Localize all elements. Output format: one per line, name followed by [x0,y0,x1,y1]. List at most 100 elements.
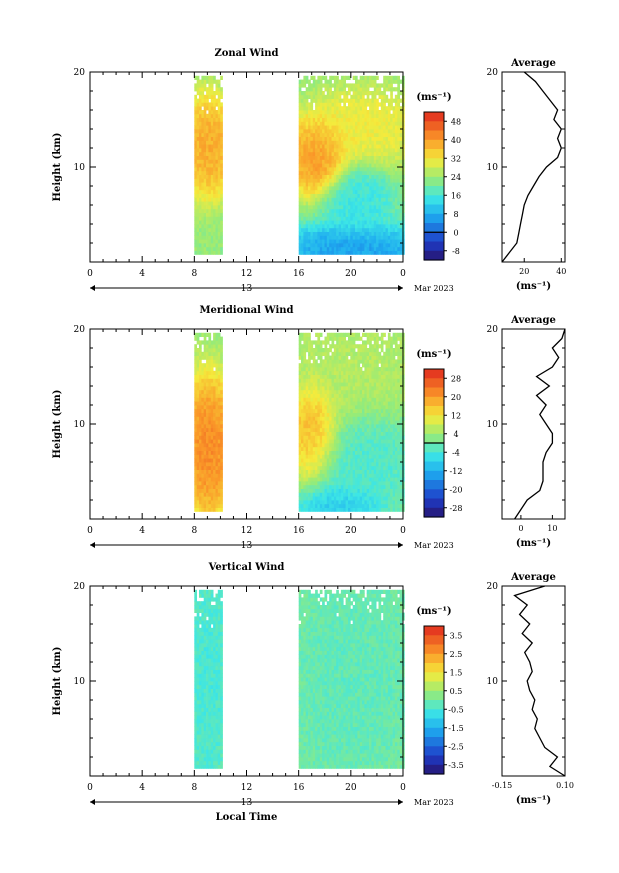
x-tick-label: 12 [241,526,252,536]
chart-title: Meridional Wind [199,305,293,316]
colorbar-unit: (ms⁻¹) [416,606,451,617]
x-tick-label: 20 [345,269,357,279]
colorbar-tick-label: 0.5 [450,687,463,696]
colorbar-tick-label: -1.5 [448,724,463,733]
x-tick-label: 8 [191,269,197,279]
x-tick-label: 0 [400,526,406,536]
average-profile: Average 10 20 -0.15 0.10 (ms⁻¹) [487,572,574,806]
x-tick-label: 12 [241,783,252,793]
average-profile: Average 10 20 0 10 (ms⁻¹) [487,315,566,549]
x-tick-label: 8 [191,783,197,793]
profile-y-tick-label: 20 [487,68,499,78]
chart-title: Vertical Wind [208,562,285,573]
colorbar-tick-label: 4 [453,430,458,439]
profile-line [513,585,566,777]
colorbar-tick-label: 28 [451,374,461,383]
heatmap [194,75,405,255]
x-tick-label: 0 [400,269,406,279]
y-tick-label: 20 [74,325,86,335]
colorbar-tick-label: -12 [450,467,463,476]
profile-x-tick-label: 20 [519,267,529,276]
profile-title: Average [510,572,556,583]
y-tick-label: 10 [74,420,86,430]
profile-x-tick-label: 40 [556,267,566,276]
x-tick-label: 16 [293,269,305,279]
colorbar: 3.5 2.5 1.5 0.5 -0.5 -1.5 -2.5 -3.5 [423,625,464,775]
profile-x-label: (ms⁻¹) [516,281,551,292]
profile-frame [501,585,566,777]
x-axis-label: Local Time [216,812,278,823]
x-tick-label: 16 [293,526,305,536]
colorbar-tick-label: -2.5 [448,742,463,751]
month-label: Mar 2023 [414,541,454,550]
profile-line [501,71,563,263]
profile-frame [501,328,566,520]
month-label: Mar 2023 [414,284,454,293]
x-tick-label: 0 [87,783,93,793]
colorbar-tick-label: -0.5 [448,705,463,714]
colorbar-tick-label: 8 [453,210,458,219]
profile-x-label: (ms⁻¹) [516,538,551,549]
x-tick-label: 12 [241,269,252,279]
colorbar-tick-label: 12 [451,411,461,420]
colorbar-tick-label: -3.5 [448,761,463,770]
colorbar: 28 20 12 4 -4 -12 -20 -28 [423,368,463,518]
colorbar-tick-label: 2.5 [450,650,463,659]
colorbar: 48 40 32 24 16 8 0 -8 [423,111,461,261]
x-tick-label: 4 [139,783,145,793]
colorbar-tick-label: 40 [451,136,461,145]
colorbar-tick-label: 32 [451,154,461,163]
x-tick-label: 16 [293,783,305,793]
date-label: 13 [241,284,253,294]
colorbar-tick-label: 48 [451,117,461,126]
date-label: 13 [241,541,253,551]
y-tick-label: 10 [74,163,86,173]
profile-y-tick-label: 20 [487,325,499,335]
x-tick-label: 20 [345,526,357,536]
colorbar-tick-label: -20 [450,485,463,494]
y-tick-label: 20 [74,68,86,78]
panel-3: Vertical Wind 10 20 Height (km) 0 4 8 12 16 20 0 13… [52,562,574,823]
colorbar-tick-label: 24 [451,173,461,182]
profile-x-tick-label: -0.15 [492,781,513,790]
profile-y-tick-label: 20 [487,582,499,592]
y-axis-label: Height (km) [52,390,63,459]
x-tick-label: 0 [87,269,93,279]
heatmap [194,332,405,512]
colorbar-tick-label: -28 [450,504,463,513]
colorbar-unit: (ms⁻¹) [416,92,451,103]
profile-title: Average [510,58,556,69]
chart-title: Zonal Wind [214,48,278,59]
month-label: Mar 2023 [414,798,454,807]
x-tick-label: 8 [191,526,197,536]
profile-y-tick-label: 10 [487,677,499,687]
profile-x-tick-label: 0.10 [556,781,574,790]
colorbar-tick-label: -8 [452,247,460,256]
profile-y-tick-label: 10 [487,163,499,173]
colorbar-tick-label: 16 [451,191,461,200]
profile-x-tick-label: 0 [518,524,523,533]
x-tick-label: 0 [400,783,406,793]
colorbar-tick-label: 3.5 [450,631,463,640]
average-profile: Average 10 20 20 40 (ms⁻¹) [487,58,567,292]
colorbar-tick-label: 0 [453,228,458,237]
profile-frame [501,71,566,263]
y-axis-label: Height (km) [52,647,63,716]
date-label: 13 [241,798,253,808]
y-tick-label: 10 [74,677,86,687]
x-tick-label: 4 [139,269,145,279]
x-tick-label: 0 [87,526,93,536]
y-tick-label: 20 [74,582,86,592]
profile-line [514,328,566,520]
profile-x-tick-label: 10 [547,524,557,533]
colorbar-unit: (ms⁻¹) [416,349,451,360]
colorbar-tick-label: 20 [451,393,461,402]
y-axis-label: Height (km) [52,133,63,202]
profile-x-label: (ms⁻¹) [516,795,551,806]
profile-y-tick-label: 10 [487,420,499,430]
profile-title: Average [510,315,556,326]
x-tick-label: 4 [139,526,145,536]
colorbar-tick-label: -4 [452,448,460,457]
